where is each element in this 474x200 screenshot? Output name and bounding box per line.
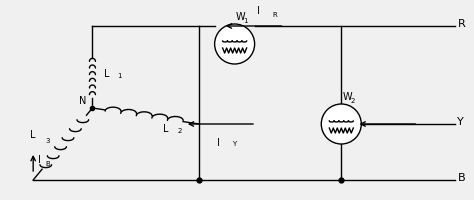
Text: W: W <box>236 12 246 22</box>
Text: R: R <box>273 12 277 18</box>
Text: I: I <box>38 155 41 165</box>
Text: B: B <box>45 161 50 167</box>
Ellipse shape <box>321 104 361 144</box>
Text: L: L <box>30 130 36 140</box>
Text: Y: Y <box>232 141 237 147</box>
Text: I: I <box>257 6 260 16</box>
Ellipse shape <box>215 24 255 64</box>
Text: R: R <box>457 19 465 29</box>
Text: 2: 2 <box>177 128 182 134</box>
Text: L: L <box>163 124 169 134</box>
Text: 3: 3 <box>46 138 50 144</box>
Text: I: I <box>217 138 219 148</box>
Text: Y: Y <box>457 117 464 127</box>
Text: 2: 2 <box>350 98 355 104</box>
Text: 1: 1 <box>243 18 248 24</box>
Text: B: B <box>457 173 465 183</box>
Text: L: L <box>104 69 110 79</box>
Text: 1: 1 <box>117 73 121 79</box>
Text: W: W <box>343 92 352 102</box>
Text: N: N <box>79 96 87 106</box>
